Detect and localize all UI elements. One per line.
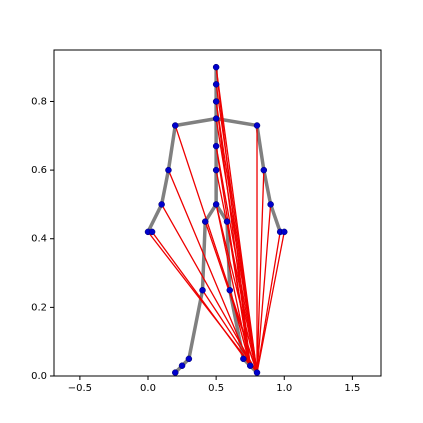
link-line	[256, 231, 285, 374]
joint	[212, 142, 220, 150]
x-tick-label: −0.5	[68, 383, 92, 394]
link-line	[160, 203, 258, 374]
joint	[212, 115, 220, 122]
x-tick-label: 0.5	[208, 383, 224, 394]
y-tick-label: 0.4	[31, 234, 47, 245]
link-line	[256, 169, 265, 374]
link-line	[256, 203, 272, 374]
x-tick-label: 1.0	[276, 383, 292, 394]
y-tick-label: 0.8	[31, 96, 47, 107]
y-tick-label: 0.6	[31, 165, 47, 176]
joint	[199, 286, 206, 294]
joint	[172, 122, 179, 129]
joint	[212, 166, 220, 174]
y-tick-label: 0.2	[31, 302, 47, 313]
joint	[201, 218, 209, 225]
link-line	[226, 220, 251, 367]
x-tick-label: 1.5	[344, 383, 360, 394]
joint	[223, 218, 231, 225]
skeleton-bone	[255, 123, 266, 172]
joint	[148, 228, 156, 236]
skeleton-bone	[166, 123, 178, 172]
link-line	[215, 169, 258, 374]
axes-frame	[53, 49, 382, 377]
joint	[165, 166, 172, 174]
skeleton-bone	[268, 202, 282, 234]
link-line	[215, 66, 258, 374]
link-line	[215, 203, 251, 367]
skeleton-bone	[187, 288, 205, 361]
joint	[253, 122, 261, 129]
y-tick-label: 0.0	[31, 371, 47, 382]
skeleton-bone	[262, 168, 273, 207]
joint	[281, 228, 288, 236]
skeleton-bone	[203, 202, 218, 224]
skeleton-bone	[173, 116, 218, 128]
link-line	[215, 203, 258, 374]
joint	[212, 63, 220, 71]
joint	[246, 362, 254, 369]
joint	[260, 166, 268, 174]
joint	[226, 286, 234, 294]
link-line	[215, 145, 258, 374]
link-line	[215, 100, 258, 374]
skeleton-bone	[214, 202, 229, 224]
skeleton-bone	[159, 168, 171, 207]
x-tick-label: 0.0	[140, 383, 156, 394]
joint	[158, 201, 165, 208]
joint	[212, 81, 220, 88]
skeleton-bone	[146, 202, 164, 234]
joint	[240, 355, 247, 363]
joint	[185, 355, 193, 363]
joint	[212, 201, 220, 208]
link-line	[229, 289, 251, 367]
link-line	[151, 231, 251, 367]
link-line	[167, 169, 251, 367]
joint	[212, 98, 220, 105]
joint	[253, 369, 261, 376]
link-line	[256, 231, 281, 374]
joint	[267, 201, 274, 208]
joint	[178, 362, 186, 369]
joint	[172, 369, 179, 376]
